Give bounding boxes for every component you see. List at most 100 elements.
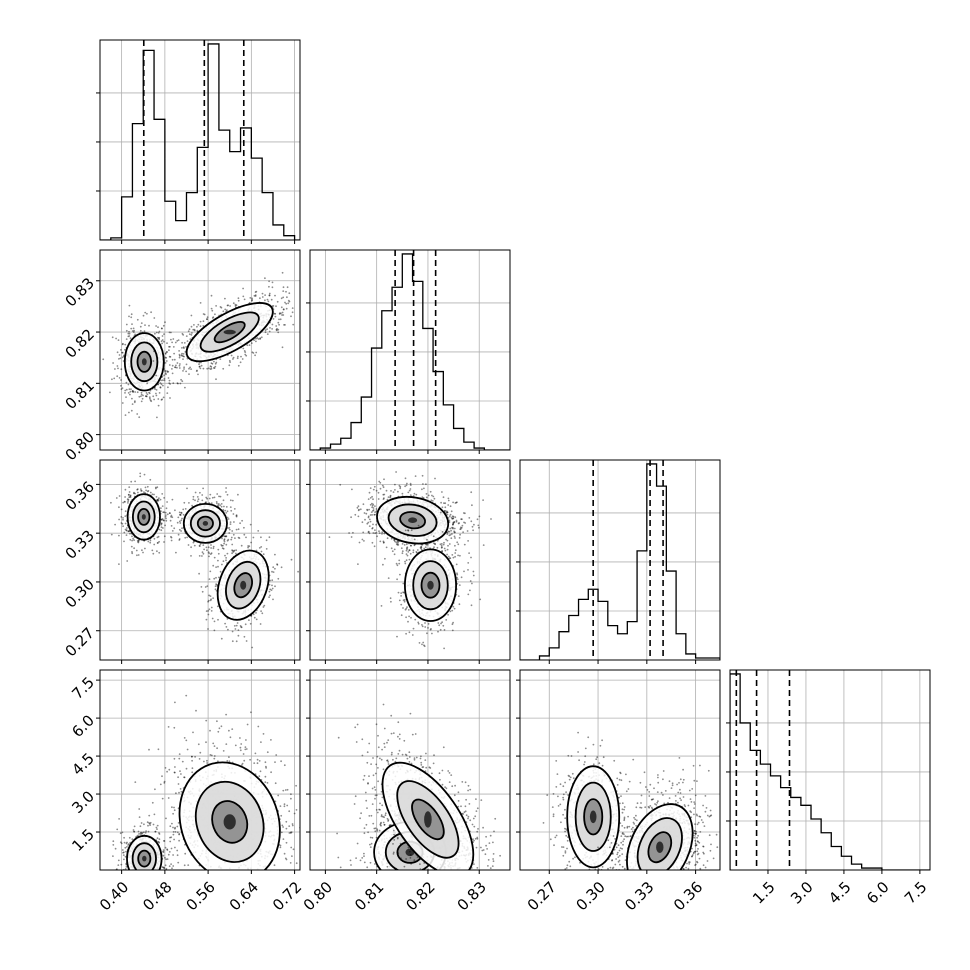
sample-point [127,502,129,504]
sample-point [163,511,166,514]
sample-point [207,628,209,630]
sample-point [198,555,201,557]
sample-point [228,359,231,362]
sample-point [436,546,439,549]
sample-point [268,583,271,586]
sample-point [134,391,137,393]
sample-point [187,544,190,546]
panel-content [310,460,510,660]
sample-point [164,369,166,372]
sample-point [463,521,465,524]
sample-point [122,525,124,528]
sample-point [211,496,214,499]
sample-point [407,551,410,553]
sample-point [446,511,449,514]
sample-point [202,544,205,546]
sample-point [171,368,173,370]
sample-point [451,526,453,529]
sample-point [413,544,416,547]
sample-point [209,570,212,573]
sample-point [173,358,176,361]
sample-point [278,318,280,321]
sample-point [372,532,375,534]
sample-point [458,584,461,586]
sample-point [447,544,449,547]
sample-point [451,515,454,518]
sample-point [247,546,250,549]
sample-point [291,311,294,314]
sample-point [362,503,365,506]
sample-point [210,547,213,549]
sample-point [402,607,404,609]
sample-point [382,540,385,543]
sample-point [177,516,180,519]
sample-point [368,508,370,511]
sample-point [427,494,430,497]
sample-point [160,526,163,529]
sample-point [405,543,408,546]
sample-point [363,512,366,514]
sample-point [394,483,396,486]
sample-point [222,544,224,547]
sample-point [226,516,229,519]
sample-point [171,358,174,361]
sample-point [217,559,219,562]
sample-point [371,514,373,516]
sample-point [179,382,182,385]
sample-point [433,497,436,500]
sample-point [261,612,264,615]
sample-point [272,598,274,601]
sample-point [128,335,131,337]
sample-point [179,513,182,516]
sample-point [382,498,385,500]
sample-point [196,500,199,503]
sample-point [181,352,183,355]
sample-point [265,539,268,542]
sample-point [254,294,257,296]
sample-point [396,564,399,567]
sample-point [286,296,288,299]
sample-point [169,397,171,399]
sample-point [134,333,137,336]
sample-point [403,544,406,546]
sample-point [215,378,217,381]
sample-point [440,546,443,549]
sample-point [223,540,226,543]
sample-point [118,354,121,356]
sample-point [268,536,271,539]
sample-point [454,555,456,558]
sample-point [161,327,163,330]
sample-point [442,496,445,499]
sample-point [463,570,465,573]
sample-point [382,541,385,544]
sample-point [222,547,225,550]
panel-content [100,670,300,870]
sample-point [471,525,474,528]
sample-point [371,502,373,505]
sample-point [155,496,158,498]
sample-point [159,498,162,501]
sample-point [416,549,419,551]
sample-point [163,374,166,377]
sample-point [197,373,199,376]
sample-point [412,549,415,552]
sample-point [271,587,274,590]
sample-point [448,557,451,560]
sample-point [424,546,427,549]
sample-point [459,528,462,531]
sample-point [206,367,209,370]
sample-point [171,372,174,375]
sample-point [432,535,435,538]
sample-point [356,506,359,509]
sample-point [137,541,140,544]
sample-point [285,307,288,310]
sample-point [229,506,232,508]
sample-point [458,522,460,524]
sample-point [357,515,360,518]
sample-point [461,518,463,521]
sample-point [158,528,161,531]
sample-point [393,553,396,556]
sample-point [185,335,188,337]
sample-point [369,497,372,499]
sample-point [292,323,295,326]
